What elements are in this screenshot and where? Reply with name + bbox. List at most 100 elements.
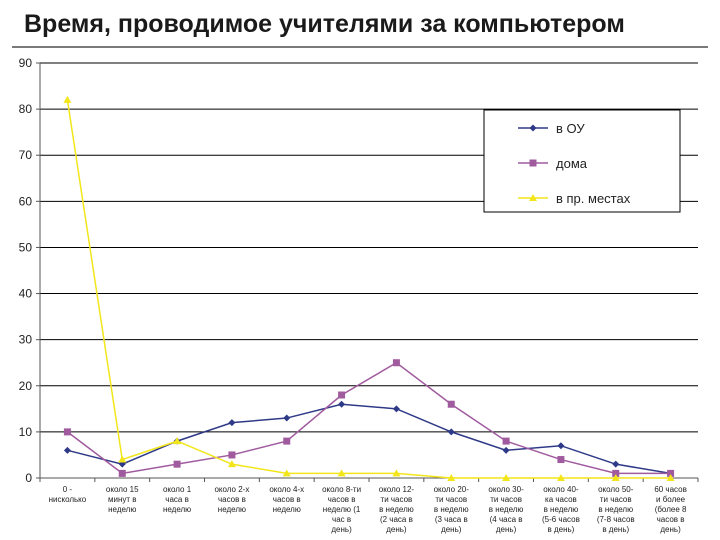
data-point — [227, 460, 236, 468]
legend-entry: дома — [518, 156, 588, 171]
data-point — [667, 469, 675, 477]
legend-label: в ОУ — [556, 121, 585, 136]
y-tick-label: 70 — [19, 148, 33, 162]
y-tick-label: 20 — [19, 379, 33, 393]
x-category-label-line: около 12- — [379, 485, 415, 494]
data-point — [612, 460, 620, 468]
x-category-label: около 30-ти часов в неделю (4 часа в день) — [488, 485, 524, 534]
y-tick-label: 40 — [19, 287, 33, 301]
x-category-label-line: ти часов — [435, 495, 467, 504]
data-point — [118, 469, 126, 477]
x-category-label-line: (5-6 часов — [542, 515, 580, 524]
x-category-label-line: около 4-х — [269, 485, 304, 494]
data-point — [282, 469, 291, 477]
y-tick-label: 60 — [19, 194, 33, 208]
x-category-label-line: минут в — [108, 495, 137, 504]
data-point — [338, 400, 346, 408]
x-category-label-line: день) — [441, 525, 462, 534]
x-category-label: около 15 минут в неделю — [106, 485, 139, 514]
data-point — [173, 437, 182, 445]
x-category-label-line: около 1 — [163, 485, 192, 494]
y-tick-label: 0 — [25, 471, 32, 485]
data-point — [502, 474, 511, 481]
x-category-label-line: неделю — [218, 505, 246, 514]
data-point — [502, 437, 510, 445]
x-category-label-line: нисколько — [49, 495, 87, 504]
data-point — [612, 469, 620, 477]
legend: в ОУ дома в пр. местах — [483, 109, 681, 213]
data-point — [392, 405, 400, 413]
x-category-label-line: ка часов — [545, 495, 577, 504]
x-category-label-line: день) — [386, 525, 407, 534]
data-point — [228, 451, 236, 459]
x-category-label-line: неделю — [163, 505, 191, 514]
series-2 — [63, 359, 675, 477]
x-category-label-line: неделю (1 — [323, 505, 361, 514]
legend-label: в пр. местах — [556, 191, 631, 206]
x-category-label-line: (4 часа в — [490, 515, 523, 524]
x-category-label-line: в день) — [602, 525, 629, 534]
y-tick-label: 90 — [19, 56, 33, 70]
data-point — [557, 456, 565, 464]
y-tick-labels: 0 10 20 30 40 50 60 70 80 90 — [19, 56, 33, 485]
x-category-label-line: часов в — [657, 515, 685, 524]
data-point — [666, 474, 675, 481]
data-point — [118, 455, 127, 463]
x-category-label-line: около 15 — [106, 485, 139, 494]
x-category-label-line: (7-8 часов — [597, 515, 635, 524]
x-category-label-line: (2 часа в — [380, 515, 413, 524]
y-tick-label: 10 — [19, 425, 33, 439]
x-category-label-line: ти часов — [490, 495, 522, 504]
y-tick-label: 50 — [19, 240, 33, 254]
legend-box — [483, 109, 681, 213]
legend-marker — [529, 124, 537, 132]
data-point — [392, 469, 401, 477]
data-point — [392, 359, 400, 367]
x-category-label-line: в неделю — [544, 505, 579, 514]
x-category-label: около 50-ти часов в неделю (7-8 часов в ден… — [597, 485, 635, 534]
series-line — [67, 403, 671, 475]
data-point — [447, 428, 455, 436]
data-point — [63, 428, 71, 436]
y-tick-label: 30 — [19, 333, 33, 347]
data-point — [502, 446, 510, 454]
x-category-label-line: неделю — [273, 505, 301, 514]
data-point — [557, 442, 565, 450]
y-tick-label: 80 — [19, 102, 33, 116]
x-category-label-line: около 40- — [543, 485, 579, 494]
x-category-label-line: часа в — [165, 495, 189, 504]
series-line — [66, 99, 671, 479]
x-category-label-line: часов в — [328, 495, 356, 504]
x-category-label-line: в неделю — [489, 505, 524, 514]
x-category-label: около 40-ка часов в неделю (5-6 часов в ден… — [542, 485, 580, 534]
legend-marker — [529, 194, 537, 201]
data-point — [283, 414, 291, 422]
x-category-label: около 2-х часов в неделю — [214, 485, 249, 514]
x-category-label-line: около 2-х — [214, 485, 249, 494]
x-category-label-line: день) — [496, 525, 517, 534]
data-point — [611, 474, 620, 481]
x-category-label: 60 часов и более (более 8 часов в день) — [654, 485, 687, 534]
legend-marker — [529, 159, 537, 167]
data-point — [556, 474, 565, 481]
x-category-label-line: (более 8 — [655, 505, 687, 514]
x-category-label-line: день) — [331, 525, 352, 534]
x-category-label-line: неделю — [108, 505, 136, 514]
x-category-label-line: 60 часов — [654, 485, 687, 494]
x-category-label-line: час в — [332, 515, 351, 524]
x-category-label: около 12-ти часов в неделю (2 часа в день) — [379, 485, 415, 534]
x-category-label-line: около 8-ти — [322, 485, 361, 494]
x-category-label-line: и более — [656, 495, 686, 504]
x-category-label-line: ти часов — [381, 495, 413, 504]
legend-entry: в ОУ — [518, 121, 585, 136]
x-category-label: около 1 часа в неделю — [163, 485, 192, 514]
x-category-label-line: день) — [660, 525, 681, 534]
x-category-label-line: около 20- — [434, 485, 470, 494]
series — [63, 95, 675, 481]
x-category-label: около 8-ти часов в неделю (1 час в день) — [322, 485, 361, 534]
data-point — [173, 460, 181, 468]
data-point — [283, 437, 291, 445]
x-category-label-line: 0 - — [63, 485, 73, 494]
